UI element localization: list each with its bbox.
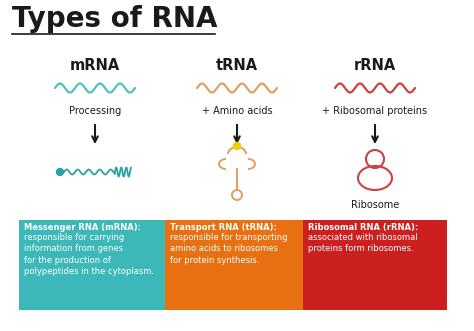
Circle shape (234, 143, 240, 150)
Text: mRNA: mRNA (70, 58, 120, 73)
Text: rRNA: rRNA (354, 58, 396, 73)
Text: tRNA: tRNA (216, 58, 258, 73)
Bar (19, 220, 169, 310)
Text: Processing: Processing (69, 106, 121, 116)
Text: Transport RNA (tRNA):: Transport RNA (tRNA): (170, 223, 277, 232)
Text: associated with ribosomal
proteins form ribosomes.: associated with ribosomal proteins form … (308, 233, 418, 254)
Text: Messenger RNA (mRNA):: Messenger RNA (mRNA): (24, 223, 141, 232)
Text: Types of RNA: Types of RNA (12, 5, 218, 33)
Text: + Amino acids: + Amino acids (202, 106, 272, 116)
Text: Ribosome: Ribosome (351, 200, 399, 210)
Text: responsible for carrying
information from genes
for the production of
polypeptid: responsible for carrying information fro… (24, 233, 154, 276)
Bar (165, 220, 309, 310)
Circle shape (56, 168, 64, 175)
Text: responsible for transporting
amino acids to ribosomes
for protein synthesis.: responsible for transporting amino acids… (170, 233, 288, 265)
Text: Ribosomal RNA (rRNA):: Ribosomal RNA (rRNA): (308, 223, 418, 232)
Bar (303, 220, 447, 310)
Text: + Ribosomal proteins: + Ribosomal proteins (322, 106, 428, 116)
